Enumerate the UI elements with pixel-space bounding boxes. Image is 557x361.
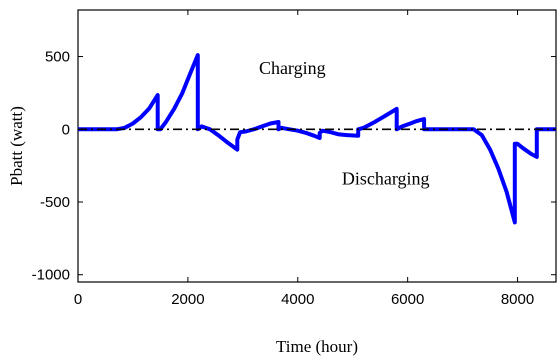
y-axis-ticks: -1000 -500 0 500 xyxy=(32,49,556,284)
battery-power-line xyxy=(78,53,556,225)
x-axis-ticks: 0 2000 4000 6000 8000 xyxy=(74,10,534,308)
annotation-layer: Charging Discharging xyxy=(259,58,430,189)
series-layer xyxy=(78,53,556,225)
chart-annotation: Discharging xyxy=(342,169,430,189)
y-tick-label: -1000 xyxy=(32,267,70,284)
x-tick-label: 4000 xyxy=(281,291,314,308)
plot-frame xyxy=(77,9,557,283)
x-tick-label: 8000 xyxy=(501,291,534,308)
x-tick-label: 0 xyxy=(74,291,82,308)
x-tick-label: 2000 xyxy=(171,291,204,308)
y-tick-label: 0 xyxy=(62,121,70,138)
x-axis-label: Time (hour) xyxy=(276,337,358,356)
y-axis-label: Pbatt (watt) xyxy=(7,106,26,186)
x-tick-label: 6000 xyxy=(391,291,424,308)
chart-annotation: Charging xyxy=(259,58,326,78)
y-tick-label: -500 xyxy=(40,194,70,211)
y-tick-label: 500 xyxy=(45,49,70,66)
